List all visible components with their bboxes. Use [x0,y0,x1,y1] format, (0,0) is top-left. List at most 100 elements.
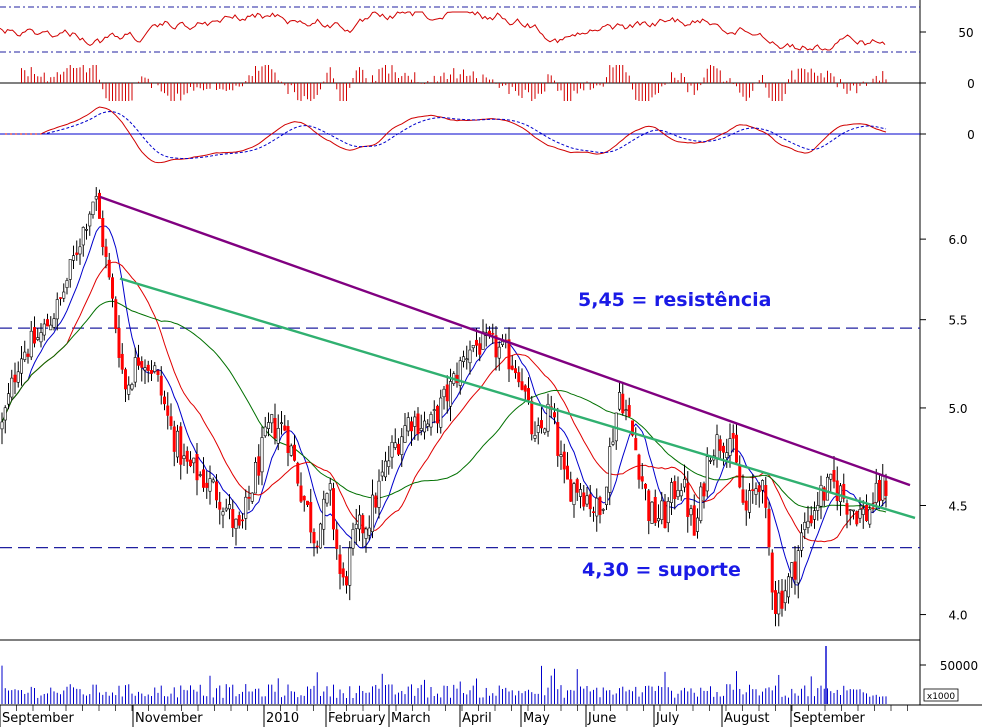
candle-body [829,473,833,480]
candle-body [312,532,316,544]
candle-body [49,324,53,331]
candle-body [305,500,309,506]
candle-body [491,333,495,335]
candle-body [731,433,735,439]
candle-body [666,500,670,524]
candle-body [45,319,49,327]
candle-body [812,510,816,520]
candle-body [101,218,105,248]
price-tick-label: 4.5 [948,499,967,513]
candle-body [367,527,371,536]
candle-body [208,478,212,492]
candle-body [78,246,82,255]
candle-body [406,417,410,432]
candle-body [530,400,534,435]
candle-body [143,367,147,371]
macd-panel: 0 [0,106,975,164]
candle-body [552,412,556,418]
moving-average-9 [1,225,887,586]
candle-body [247,496,251,499]
candle-body [244,496,248,519]
trendline-purple [99,195,911,487]
candle-body [75,252,79,255]
candle-body [211,479,215,483]
candle-body [442,388,446,398]
candle-body [400,436,404,455]
candle-body [29,330,33,358]
candlesticks [0,187,888,627]
candle-body [198,474,202,476]
candle-body [868,508,872,525]
candle-body [494,335,498,358]
candle-body [111,277,115,299]
candle-body [91,201,95,215]
candle-body [855,511,859,525]
candle-body [166,405,170,416]
candle-body [770,552,774,593]
candle-body [468,349,472,364]
candle-body [439,397,443,428]
candle-body [276,428,280,444]
histogram-panel: 0 [0,65,975,101]
candle-body [331,488,335,530]
candle-body [497,346,501,359]
candle-body [809,515,813,524]
candle-body [23,351,27,360]
candle-body [608,446,612,493]
x-axis-label: March [391,711,431,726]
candle-body [52,318,56,328]
candle-body [578,489,582,497]
candle-body [0,421,4,430]
candle-body [192,457,196,464]
candle-body [133,357,137,383]
candle-body [237,515,241,526]
candle-body [13,374,17,383]
candle-body [387,460,391,467]
candle-body [637,454,641,480]
candle-body [803,522,807,530]
macd-tick-label: 0 [967,128,975,142]
candle-body [409,421,413,432]
candle-body [422,420,426,433]
candle-body [361,515,365,534]
candle-body [65,280,69,288]
candle-body [751,489,755,492]
candle-body [98,192,102,219]
candle-body [16,371,20,383]
candle-body [465,358,469,361]
candle-body [838,485,842,503]
candle-body [224,507,228,511]
candle-body [536,425,540,433]
candle-body [647,490,651,521]
candle-body [10,377,14,398]
candle-body [383,460,387,478]
candle-body [669,482,673,503]
candle-body [179,426,183,465]
candle-body [478,343,482,355]
candle-body [757,485,761,493]
candle-body [523,385,527,392]
candle-body [377,480,381,508]
candle-body [699,486,703,521]
x-axis-label: July [655,711,680,726]
candle-body [799,532,803,551]
candle-body [241,519,245,522]
candle-body [153,365,157,372]
x-axis-label: May [523,711,550,726]
candle-body [660,500,664,520]
x-axis-label: August [724,711,770,726]
candle-body [562,451,566,470]
candle-body [845,503,849,515]
candle-body [656,518,660,522]
candle-body [159,375,163,396]
candle-body [176,430,180,458]
candle-body [643,483,647,489]
candle-body [55,299,59,320]
candle-body [364,528,368,539]
candle-body [874,482,878,503]
candle-body [205,482,209,488]
candle-body [760,480,764,491]
candle-body [461,356,465,362]
candle-body [335,529,339,549]
